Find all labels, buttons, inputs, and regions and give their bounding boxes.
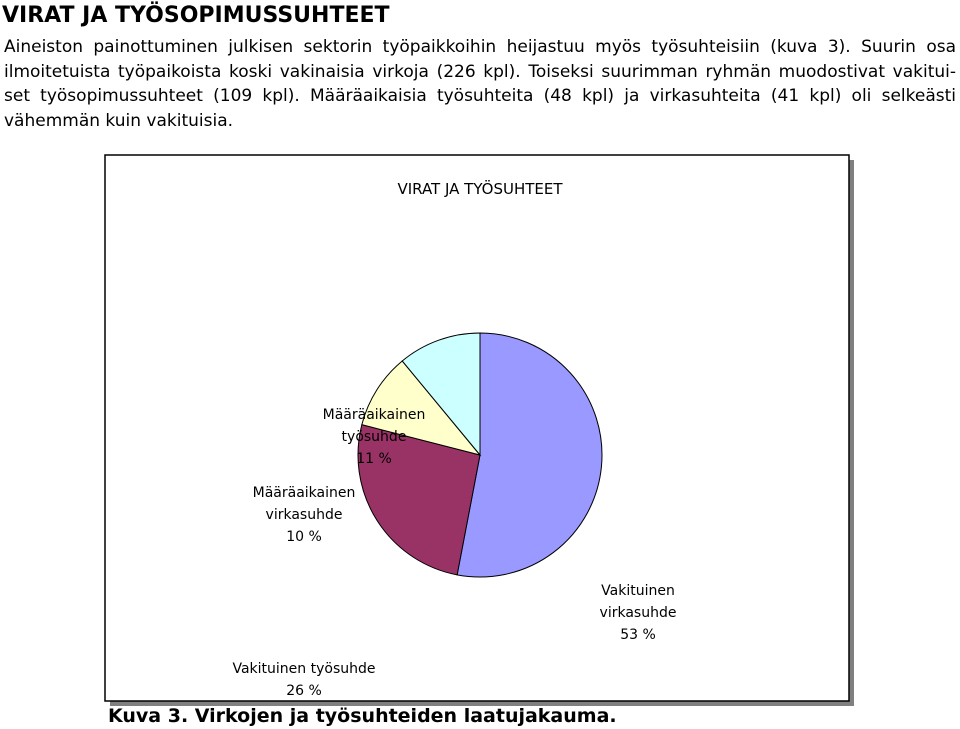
intro-paragraph: Aineiston painottuminen julkisen sektori… <box>4 35 956 133</box>
pie-label-3-line-2: virkasuhde <box>266 507 343 523</box>
pie-slice-1 <box>456 332 603 578</box>
pie-slice-2 <box>357 424 481 576</box>
pie-label-2: Vakituinen työsuhde 26 % <box>232 661 375 699</box>
pie-label-4-line-3: 11 % <box>356 451 392 467</box>
intro-line-1: Aineiston painottuminen julkisen sektori… <box>4 37 956 57</box>
chart-title: VIRAT JA TYÖSUHTEET <box>397 179 563 198</box>
pie-label-4: Määräaikainen työsuhde 11 % <box>323 407 426 467</box>
pie-label-2-line-2: 26 % <box>286 683 322 699</box>
pie-slices <box>357 332 603 578</box>
pie-slice-3 <box>361 360 482 456</box>
pie-label-1-line-1: Vakituinen <box>601 583 675 599</box>
pie-chart-figure: VIRAT JA TYÖSUHTEET Vakituinen virkasuhde… <box>104 154 854 706</box>
pie-slice-4 <box>401 332 481 457</box>
intro-line-2: ilmoitetuista työpaikoista koski vakinai… <box>4 61 956 82</box>
pie-label-3-line-1: Määräaikainen <box>253 485 356 501</box>
pie-label-1-line-2: virkasuhde <box>600 605 677 621</box>
pie-label-3-line-3: 10 % <box>286 529 322 545</box>
intro-line-3: set työsopimussuhteet (109 kpl). Määräai… <box>4 86 956 106</box>
pie-labels: Vakituinen virkasuhde 53 % Vakituinen työsu… <box>232 407 676 699</box>
figure-caption: Kuva 3. Virkojen ja työsuhteiden laatuja… <box>108 705 617 727</box>
pie-label-4-line-2: työsuhde <box>342 429 407 445</box>
pie-label-1: Vakituinen virkasuhde 53 % <box>600 583 677 643</box>
intro-line-4: vähemmän kuin vakituisia. <box>4 110 234 131</box>
pie-label-4-line-1: Määräaikainen <box>323 407 426 423</box>
pie-label-1-line-3: 53 % <box>620 627 656 643</box>
pie-label-2-line-1: Vakituinen työsuhde <box>232 661 375 677</box>
page-heading: VIRAT JA TYÖSOPIMUSSUHTEET <box>2 3 390 28</box>
pie-label-3: Määräaikainen virkasuhde 10 % <box>253 485 356 545</box>
